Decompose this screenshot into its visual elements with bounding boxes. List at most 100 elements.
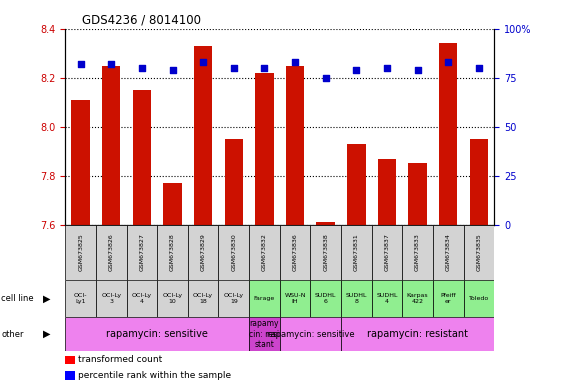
Text: OCI-Ly
3: OCI-Ly 3 [101, 293, 122, 304]
Text: GSM673829: GSM673829 [201, 233, 206, 271]
Text: GSM673831: GSM673831 [354, 233, 359, 271]
Bar [65, 317, 249, 351]
Bar [96, 280, 127, 317]
Text: rapamycin: resistant: rapamycin: resistant [367, 329, 468, 339]
Point [321, 74, 330, 81]
Text: WSU-N
IH: WSU-N IH [285, 293, 306, 304]
Bar [157, 280, 188, 317]
Text: GSM673826: GSM673826 [108, 233, 114, 271]
Bar [219, 280, 249, 317]
Text: cell line: cell line [1, 294, 34, 303]
Point [199, 59, 208, 65]
Text: SUDHL
4: SUDHL 4 [376, 293, 398, 304]
Bar [188, 225, 219, 280]
Point [382, 65, 391, 71]
Text: other: other [1, 329, 24, 339]
Bar [255, 73, 274, 384]
Bar [127, 280, 157, 317]
Bar [65, 356, 75, 364]
Point [474, 65, 483, 71]
Bar [65, 371, 75, 380]
Bar [463, 225, 494, 280]
Text: GSM673828: GSM673828 [170, 233, 175, 271]
Point [137, 65, 147, 71]
Bar [280, 225, 310, 280]
Text: Farage: Farage [254, 296, 275, 301]
Bar [463, 280, 494, 317]
Text: GSM673832: GSM673832 [262, 233, 267, 271]
Point [76, 61, 85, 67]
Bar [280, 317, 341, 351]
Text: GSM673827: GSM673827 [139, 233, 144, 271]
Text: GDS4236 / 8014100: GDS4236 / 8014100 [82, 13, 202, 26]
Text: ▶: ▶ [43, 329, 50, 339]
Bar [224, 139, 243, 384]
Text: Toledo: Toledo [469, 296, 489, 301]
Bar [188, 280, 219, 317]
Bar [371, 225, 402, 280]
Bar [249, 225, 280, 280]
Text: GSM673833: GSM673833 [415, 233, 420, 271]
Text: Karpas
422: Karpas 422 [407, 293, 428, 304]
Text: rapamycin: sensitive: rapamycin: sensitive [106, 329, 208, 339]
Bar [316, 222, 335, 384]
Bar [310, 280, 341, 317]
Bar [249, 280, 280, 317]
Text: rapamycin: sensitive: rapamycin: sensitive [266, 329, 354, 339]
Text: SUDHL
6: SUDHL 6 [315, 293, 336, 304]
Text: OCI-Ly
19: OCI-Ly 19 [224, 293, 244, 304]
Bar [470, 139, 488, 384]
Bar [157, 225, 188, 280]
Bar [371, 280, 402, 317]
Text: OCI-
Ly1: OCI- Ly1 [74, 293, 87, 304]
Bar [194, 46, 212, 384]
Text: GSM673825: GSM673825 [78, 233, 83, 271]
Text: rapamy
cin: resi
stant: rapamy cin: resi stant [249, 319, 279, 349]
Text: GSM673838: GSM673838 [323, 233, 328, 271]
Text: OCI-Ly
18: OCI-Ly 18 [193, 293, 213, 304]
Text: GSM673830: GSM673830 [231, 233, 236, 271]
Point [444, 59, 453, 65]
Point [260, 65, 269, 71]
Text: percentile rank within the sample: percentile rank within the sample [78, 371, 231, 380]
Bar [127, 225, 157, 280]
Bar [249, 317, 280, 351]
Point [229, 65, 239, 71]
Text: GSM673835: GSM673835 [477, 233, 481, 271]
Bar [280, 280, 310, 317]
Bar [72, 100, 90, 384]
Bar [164, 183, 182, 384]
Bar [439, 43, 457, 384]
Bar [341, 317, 494, 351]
Point [107, 61, 116, 67]
Point [290, 59, 299, 65]
Bar [408, 164, 427, 384]
Point [352, 67, 361, 73]
Text: GSM673837: GSM673837 [385, 233, 390, 271]
Text: OCI-Ly
4: OCI-Ly 4 [132, 293, 152, 304]
Bar [65, 280, 96, 317]
Bar [65, 225, 96, 280]
Point [413, 67, 422, 73]
Bar [102, 66, 120, 384]
Text: OCI-Ly
10: OCI-Ly 10 [162, 293, 182, 304]
Text: GSM673834: GSM673834 [446, 233, 451, 271]
Text: Pfeiff
er: Pfeiff er [440, 293, 456, 304]
Bar [219, 225, 249, 280]
Text: SUDHL
8: SUDHL 8 [345, 293, 367, 304]
Bar [433, 280, 463, 317]
Bar [310, 225, 341, 280]
Bar [341, 280, 371, 317]
Text: GSM673836: GSM673836 [293, 233, 298, 271]
Bar [433, 225, 463, 280]
Bar [402, 225, 433, 280]
Bar [347, 144, 366, 384]
Bar [402, 280, 433, 317]
Bar [133, 90, 151, 384]
Text: ▶: ▶ [43, 293, 50, 304]
Bar [96, 225, 127, 280]
Bar [341, 225, 371, 280]
Bar [378, 159, 396, 384]
Text: transformed count: transformed count [78, 356, 162, 364]
Point [168, 67, 177, 73]
